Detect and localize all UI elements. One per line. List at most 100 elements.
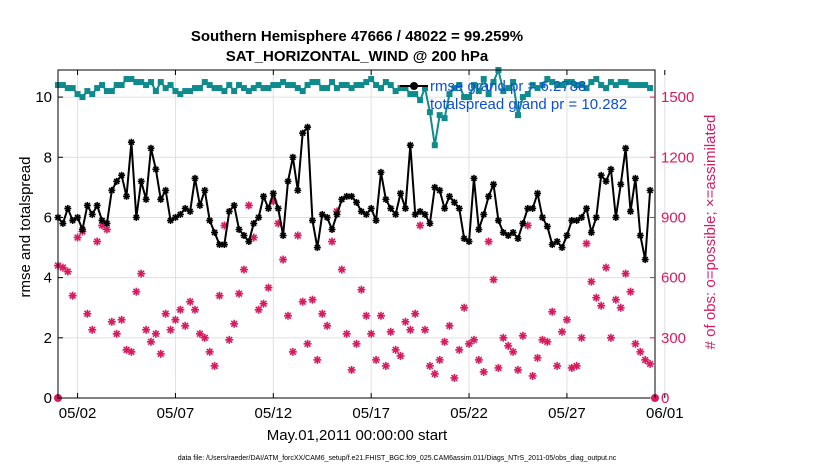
totalspread-point	[617, 79, 624, 86]
obs-point	[484, 237, 493, 246]
totalspread-point	[382, 79, 389, 86]
y-right-tick-label: 900	[661, 209, 686, 226]
obs-point	[259, 299, 268, 308]
rmse-point	[176, 210, 184, 218]
rmse-point-stroke	[64, 205, 71, 212]
obs-point-stroke	[181, 322, 189, 330]
obs-point-stroke	[162, 310, 170, 318]
obs-point	[602, 263, 611, 272]
totalspread-point	[206, 82, 213, 89]
rmse-point-stroke	[103, 220, 111, 227]
obs-point	[401, 317, 410, 326]
rmse-point	[573, 216, 581, 224]
rmse-point	[543, 222, 551, 230]
totalspread-point	[79, 94, 86, 101]
totalspread-point	[588, 79, 595, 86]
rmse-point	[147, 144, 155, 152]
rmse-point-stroke	[226, 208, 233, 215]
y-axis-label-right: # of obs: o=possible; ×=assimilated	[702, 115, 719, 350]
rmse-point	[401, 204, 409, 212]
obs-point-stroke	[627, 288, 634, 296]
obs-point-stroke	[171, 316, 179, 324]
rmse-point	[470, 174, 478, 182]
obs-point	[323, 321, 332, 330]
rmse-point-stroke	[196, 202, 203, 209]
totalspread-point	[392, 88, 399, 95]
totalspread-point	[64, 85, 71, 92]
y-tick-label: 2	[44, 330, 52, 347]
totalspread-point	[329, 79, 336, 86]
rmse-point-stroke	[245, 238, 252, 245]
totalspread-point	[147, 79, 154, 86]
rmse-point-stroke	[157, 196, 164, 203]
totalspread-point	[505, 85, 512, 92]
rmse-point	[294, 186, 302, 194]
rmse-point	[504, 232, 512, 240]
rmse-point	[631, 174, 639, 182]
rmse-point-stroke	[456, 205, 463, 212]
obs-point	[156, 349, 165, 358]
obs-point	[499, 333, 508, 342]
rmse-point	[260, 192, 268, 200]
rmse-point	[597, 171, 605, 179]
obs-point-stroke	[397, 352, 404, 360]
obs-point	[254, 305, 263, 314]
obs-point	[215, 291, 224, 300]
obs-point-stroke	[74, 234, 82, 241]
obs-point	[450, 373, 459, 382]
obs-point-stroke	[367, 330, 375, 338]
totalspread-point	[319, 85, 326, 92]
obs-point-stroke	[455, 346, 463, 354]
rmse-point	[426, 219, 434, 227]
obs-point-stroke	[357, 286, 365, 294]
obs-point	[440, 337, 449, 346]
obs-point	[597, 301, 606, 310]
totalspread-point	[245, 88, 252, 95]
rmse-point-stroke	[573, 217, 580, 224]
totalspread-point	[402, 85, 409, 92]
x-tick-label: 05/27	[548, 405, 586, 422]
obs-point-stroke	[152, 330, 160, 338]
totalspread-point	[255, 82, 262, 89]
totalspread-point	[583, 85, 590, 92]
rmse-point-stroke	[510, 229, 517, 236]
rmse-point	[607, 165, 615, 173]
obs-point-stroke	[411, 310, 419, 318]
totalspread-point	[152, 88, 159, 95]
obs-point-stroke	[338, 266, 346, 274]
rmse-point-stroke	[461, 235, 468, 242]
rmse-point-stroke	[221, 241, 228, 248]
rmse-point-stroke	[201, 187, 208, 194]
rmse-point	[167, 216, 175, 224]
rmse-point-stroke	[255, 214, 262, 221]
obs-point	[244, 201, 253, 210]
totalspread-point	[368, 76, 375, 83]
totalspread-point	[167, 82, 174, 89]
rmse-point-stroke	[304, 124, 311, 131]
totalspread-point	[524, 91, 531, 98]
obs-point-stroke	[406, 326, 414, 334]
rmse-point	[59, 219, 67, 227]
series-layer	[54, 66, 659, 402]
obs-point	[308, 295, 317, 304]
totalspread-point	[143, 82, 150, 89]
totalspread-point	[529, 82, 536, 89]
obs-point-stroke	[323, 322, 331, 330]
rmse-point-stroke	[216, 241, 223, 248]
obs-point-stroke	[304, 340, 312, 348]
x-tick-label: 05/12	[255, 405, 293, 422]
rmse-point-stroke	[172, 214, 179, 221]
obs-point-stroke	[392, 346, 400, 354]
obs-point	[313, 355, 322, 364]
obs-point	[298, 297, 307, 306]
rmse-point	[255, 213, 263, 221]
obs-point-stroke	[279, 256, 287, 264]
rmse-point-stroke	[94, 202, 101, 209]
rmse-point	[416, 207, 424, 215]
totalspread-point	[324, 85, 331, 92]
rmse-point	[553, 238, 561, 246]
rmse-point-stroke	[177, 211, 184, 218]
obs-point-stroke	[587, 278, 595, 286]
obs-point-stroke	[225, 336, 233, 344]
rmse-point-stroke	[353, 199, 360, 206]
